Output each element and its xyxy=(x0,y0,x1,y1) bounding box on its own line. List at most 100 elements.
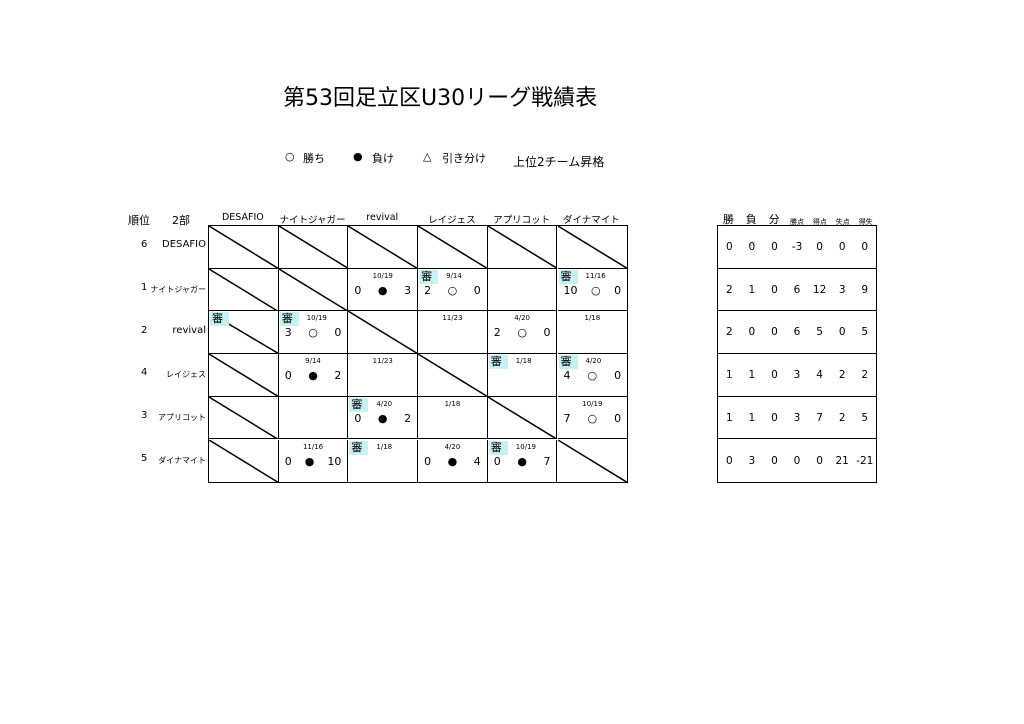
away-score: 4 xyxy=(473,454,481,468)
standings-value: 5 xyxy=(816,326,823,339)
diagonal-line xyxy=(487,226,558,269)
page-title: 第53回足立区U30リーグ戦績表 xyxy=(283,86,598,111)
standings-value: 0 xyxy=(771,411,778,424)
match-date: 4/20 xyxy=(585,357,602,366)
standings-value: 4 xyxy=(816,368,823,381)
result-mark: ● xyxy=(377,411,388,425)
match-score: 0 ● 3 xyxy=(354,284,411,297)
standings-value: 3 xyxy=(748,454,756,467)
match-date: 1/18 xyxy=(376,442,393,451)
standings-column-header: 得失 xyxy=(858,218,873,226)
result-mark: ○ xyxy=(517,326,527,340)
match-cell xyxy=(557,226,628,269)
standings-value: 2 xyxy=(838,368,846,381)
standings-value: 9 xyxy=(861,283,869,296)
standings-column-header: 失点 xyxy=(835,218,850,226)
standings-value: 2 xyxy=(838,411,846,424)
standings-value: 0 xyxy=(725,454,733,467)
match-cell xyxy=(209,226,279,269)
standings-row: 1 1 0 3 4 2 2 xyxy=(718,354,876,397)
standings-value: -3 xyxy=(791,240,803,253)
away-score: 7 xyxy=(543,454,551,468)
row-rank: 4 xyxy=(141,367,148,379)
standings-value: 0 xyxy=(838,326,846,339)
match-date: 9/14 xyxy=(305,357,321,366)
match-cell: 審 10/19 0 ● 7 xyxy=(488,439,558,483)
standings-value: 2 xyxy=(725,283,733,296)
away-score: 0 xyxy=(543,326,551,340)
row-rank: 5 xyxy=(141,452,148,464)
win-label: 勝ち xyxy=(303,152,325,165)
standings-column-header: 勝 xyxy=(722,213,734,226)
diagonal-line xyxy=(418,354,488,397)
home-score: 2 xyxy=(424,283,432,297)
match-date: 10/19 xyxy=(582,399,603,408)
match-cell xyxy=(278,226,349,269)
standings-header: 勝負分 勝点 得点 失点 得失 xyxy=(717,211,877,227)
match-cell xyxy=(209,439,279,483)
standings-value: 1 xyxy=(725,411,733,424)
home-score: 10 xyxy=(563,283,578,297)
diagonal-line xyxy=(209,268,279,312)
match-cell xyxy=(557,439,628,483)
match-score: 0 ● 2 xyxy=(285,369,342,382)
match-cell: 審 11/16 10 ○ 0 xyxy=(557,269,628,312)
match-cell: 11/23 xyxy=(348,354,419,397)
diagonal-line xyxy=(348,226,419,269)
diagonal-line xyxy=(278,226,349,269)
standings-value: 0 xyxy=(771,454,778,467)
match-date: 11/16 xyxy=(585,271,606,280)
referee-badge: 審 xyxy=(488,440,508,455)
standings-value: 12 xyxy=(812,283,827,296)
match-score: 0 ● 7 xyxy=(494,455,551,468)
match-cell: 10/19 0 ● 3 xyxy=(348,268,419,312)
row-rank: 3 xyxy=(141,410,148,422)
result-mark: ● xyxy=(308,369,318,383)
result-mark: ○ xyxy=(591,283,601,297)
diagonal-line xyxy=(557,226,628,269)
away-score: 0 xyxy=(614,369,622,383)
match-cell xyxy=(278,268,349,312)
diagonal-line xyxy=(418,226,488,269)
match-date: 9/14 xyxy=(446,271,462,280)
match-score: 10 ○ 0 xyxy=(564,284,622,297)
match-date: 4/20 xyxy=(444,442,461,451)
referee-badge: 審 xyxy=(558,355,578,370)
standings-row: 2 1 0 6 12 3 9 xyxy=(718,269,876,312)
home-score: 3 xyxy=(284,326,292,340)
standings-value: 0 xyxy=(725,240,733,253)
referee-badge: 審 xyxy=(558,269,578,284)
standings-column-header: 分 xyxy=(768,213,780,226)
match-cell xyxy=(348,311,419,355)
diagonal-line xyxy=(348,311,419,355)
column-header-team: revival xyxy=(366,212,399,223)
standings-value: 5 xyxy=(861,411,869,424)
row-team-name: revival xyxy=(172,324,206,336)
match-score: 7 ○ 0 xyxy=(564,412,622,425)
match-cell: 審 4/20 4 ○ 0 xyxy=(557,354,628,397)
column-header-team: レイジェス xyxy=(428,215,476,226)
standings-row: 0 3 0 0 0 21 -21 xyxy=(718,439,876,482)
standings-value: 1 xyxy=(748,283,756,296)
standings-value: 3 xyxy=(793,368,801,381)
result-mark: ● xyxy=(377,283,388,297)
match-date: 4/20 xyxy=(376,399,393,408)
result-mark: ● xyxy=(304,454,315,468)
match-date: 10/19 xyxy=(306,314,327,323)
draw-label: 引き分け xyxy=(442,152,486,165)
standings-value: 0 xyxy=(748,326,756,339)
standings-row: 0 0 0 -3 0 0 0 xyxy=(718,226,876,269)
match-score: 0 ● 10 xyxy=(285,455,342,468)
away-score: 10 xyxy=(327,454,342,468)
home-score: 0 xyxy=(493,454,501,468)
result-mark: ● xyxy=(447,454,458,468)
standings-value: 2 xyxy=(861,368,869,381)
match-date: 10/19 xyxy=(515,442,536,451)
match-cell xyxy=(487,268,558,312)
row-team-name: ナイトジャガー xyxy=(150,285,206,295)
standings-value: 0 xyxy=(771,240,778,253)
home-score: 0 xyxy=(284,454,292,468)
row-rank: 1 xyxy=(141,282,148,294)
match-cell: 審 xyxy=(209,311,279,355)
home-score: 0 xyxy=(354,283,362,297)
